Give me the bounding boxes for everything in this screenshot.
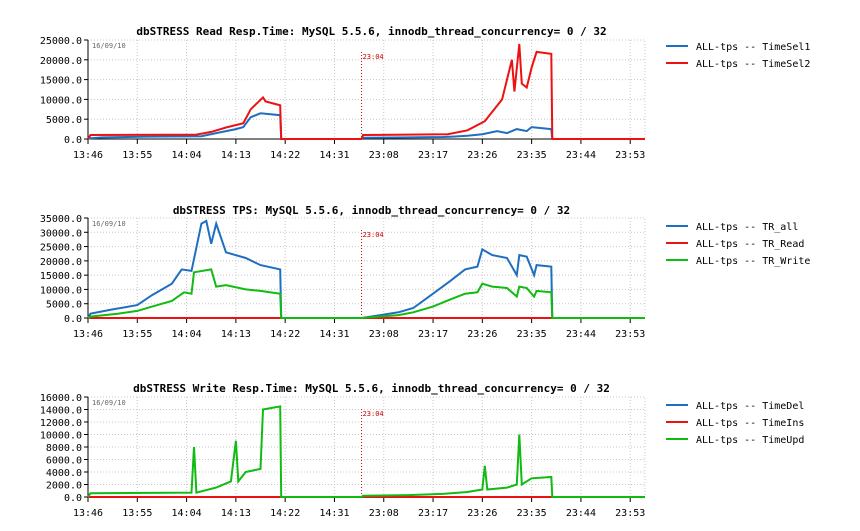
y-tick-label: 15000.0 — [40, 76, 82, 87]
series-line-3 — [87, 405, 645, 498]
x-tick-label: 23:08 — [369, 508, 399, 519]
x-tick-label: 14:04 — [172, 508, 202, 519]
x-tick-label: 23:44 — [566, 150, 596, 161]
date-label: 16/09/10 — [92, 399, 126, 407]
x-tick-label: 23:53 — [615, 329, 645, 340]
x-tick-label: 23:53 — [615, 508, 645, 519]
x-tick-label: 14:04 — [172, 329, 202, 340]
x-tick-label: 23:35 — [517, 508, 547, 519]
legend-label: ALL-tps -- TimeSel2 — [696, 59, 810, 70]
date-label: 16/09/10 — [92, 42, 126, 50]
legend-label: ALL-tps -- TR_Read — [696, 239, 804, 250]
y-tick-label: 20000.0 — [40, 257, 82, 268]
y-tick-label: 0.0 — [64, 314, 82, 325]
chart-panel-3: dbSTRESS Write Resp.Time: MySQL 5.5.6, i… — [40, 382, 805, 519]
y-tick-label: 35000.0 — [40, 214, 82, 225]
y-tick-label: 16000.0 — [40, 393, 82, 404]
x-tick-label: 14:22 — [270, 150, 300, 161]
x-tick-label: 14:31 — [319, 508, 349, 519]
y-tick-label: 5000.0 — [46, 115, 82, 126]
plot-frame — [87, 39, 646, 140]
x-tick-label: 23:17 — [418, 329, 448, 340]
x-tick-label: 23:44 — [566, 329, 596, 340]
y-tick-label: 30000.0 — [40, 228, 82, 239]
x-tick-label: 14:22 — [270, 508, 300, 519]
x-tick-label: 14:13 — [221, 329, 251, 340]
legend-label: ALL-tps -- TR_Write — [696, 256, 810, 267]
series-line-3 — [87, 268, 645, 319]
marker-label: 23:04 — [363, 231, 384, 239]
x-tick-label: 13:55 — [122, 508, 152, 519]
y-tick-label: 4000.0 — [46, 468, 82, 479]
x-tick-label: 14:31 — [319, 329, 349, 340]
y-tick-label: 10000.0 — [40, 285, 82, 296]
y-tick-label: 0.0 — [64, 135, 82, 146]
x-tick-label: 13:46 — [73, 329, 103, 340]
x-tick-label: 14:13 — [221, 150, 251, 161]
x-tick-label: 23:08 — [369, 150, 399, 161]
legend-label: ALL-tps -- TimeSel1 — [696, 42, 810, 53]
y-tick-label: 15000.0 — [40, 271, 82, 282]
marker-label: 23:04 — [363, 53, 384, 61]
x-tick-label: 14:13 — [221, 508, 251, 519]
marker-label: 23:04 — [363, 410, 384, 418]
y-tick-label: 25000.0 — [40, 243, 82, 254]
y-tick-label: 25000.0 — [40, 36, 82, 47]
series-line-2 — [87, 43, 645, 140]
x-tick-label: 23:26 — [467, 150, 497, 161]
y-tick-label: 0.0 — [64, 493, 82, 504]
chart-title: dbSTRESS TPS: MySQL 5.5.6, innodb_thread… — [173, 204, 570, 217]
x-tick-label: 14:04 — [172, 150, 202, 161]
legend-label: ALL-tps -- TimeUpd — [696, 435, 804, 446]
x-tick-label: 23:08 — [369, 329, 399, 340]
chart-panel-2: dbSTRESS TPS: MySQL 5.5.6, innodb_thread… — [40, 204, 811, 340]
x-tick-label: 13:46 — [73, 150, 103, 161]
y-tick-label: 10000.0 — [40, 95, 82, 106]
y-tick-label: 20000.0 — [40, 56, 82, 67]
y-tick-label: 10000.0 — [40, 431, 82, 442]
legend-label: ALL-tps -- TR_all — [696, 222, 798, 233]
legend-label: ALL-tps -- TimeDel — [696, 401, 804, 412]
x-tick-label: 14:22 — [270, 329, 300, 340]
chart-panel-1: dbSTRESS Read Resp.Time: MySQL 5.5.6, in… — [40, 25, 811, 161]
x-tick-label: 23:44 — [566, 508, 596, 519]
y-tick-label: 14000.0 — [40, 406, 82, 417]
date-label: 16/09/10 — [92, 220, 126, 228]
legend-label: ALL-tps -- TimeIns — [696, 418, 804, 429]
x-tick-label: 23:17 — [418, 150, 448, 161]
x-tick-label: 23:17 — [418, 508, 448, 519]
x-tick-label: 23:26 — [467, 329, 497, 340]
x-tick-label: 23:35 — [517, 150, 547, 161]
x-tick-label: 23:53 — [615, 150, 645, 161]
y-tick-label: 5000.0 — [46, 300, 82, 311]
x-tick-label: 13:55 — [122, 150, 152, 161]
y-tick-label: 6000.0 — [46, 456, 82, 467]
x-tick-label: 23:35 — [517, 329, 547, 340]
y-tick-label: 2000.0 — [46, 481, 82, 492]
chart-title: dbSTRESS Read Resp.Time: MySQL 5.5.6, in… — [136, 25, 606, 38]
y-tick-label: 8000.0 — [46, 443, 82, 454]
x-tick-label: 14:31 — [319, 150, 349, 161]
x-tick-label: 13:46 — [73, 508, 103, 519]
chart-title: dbSTRESS Write Resp.Time: MySQL 5.5.6, i… — [133, 382, 610, 395]
x-tick-label: 23:26 — [467, 508, 497, 519]
x-tick-label: 13:55 — [122, 329, 152, 340]
y-tick-label: 12000.0 — [40, 418, 82, 429]
